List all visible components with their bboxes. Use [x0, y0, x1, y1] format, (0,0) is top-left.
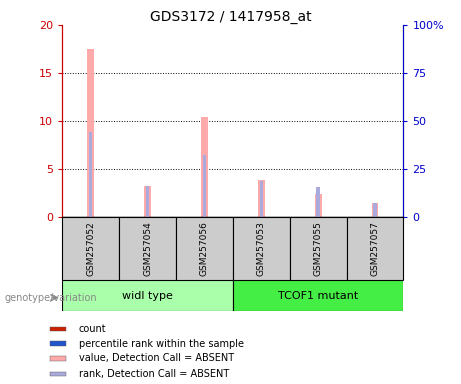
Text: widl type: widl type: [122, 291, 173, 301]
Bar: [62, 217, 119, 280]
Bar: [146, 186, 149, 217]
Bar: [62, 280, 233, 311]
Text: GSM257053: GSM257053: [257, 221, 266, 276]
Bar: [260, 182, 263, 217]
Text: genotype/variation: genotype/variation: [5, 293, 97, 303]
Bar: [233, 280, 403, 311]
Bar: [50, 326, 66, 331]
Bar: [119, 217, 176, 280]
Bar: [50, 372, 66, 376]
Bar: [373, 203, 377, 217]
Bar: [233, 217, 290, 280]
Text: GSM257057: GSM257057: [371, 221, 379, 276]
Text: GSM257056: GSM257056: [200, 221, 209, 276]
Bar: [316, 187, 320, 217]
Bar: [50, 356, 66, 361]
Bar: [87, 49, 94, 217]
Text: GSM257054: GSM257054: [143, 221, 152, 276]
Bar: [144, 186, 151, 217]
Text: GSM257055: GSM257055: [313, 221, 323, 276]
Bar: [290, 217, 347, 280]
Bar: [176, 217, 233, 280]
Bar: [89, 132, 92, 217]
Text: TCOF1 mutant: TCOF1 mutant: [278, 291, 358, 301]
Text: GDS3172 / 1417958_at: GDS3172 / 1417958_at: [150, 10, 311, 23]
Bar: [50, 341, 66, 346]
Text: percentile rank within the sample: percentile rank within the sample: [78, 339, 243, 349]
Bar: [372, 203, 378, 217]
Text: count: count: [78, 324, 106, 334]
Text: GSM257052: GSM257052: [86, 221, 95, 276]
Bar: [347, 217, 403, 280]
Bar: [203, 155, 206, 217]
Text: rank, Detection Call = ABSENT: rank, Detection Call = ABSENT: [78, 369, 229, 379]
Bar: [315, 194, 321, 217]
Bar: [258, 180, 265, 217]
Bar: [201, 117, 208, 217]
Text: value, Detection Call = ABSENT: value, Detection Call = ABSENT: [78, 353, 234, 364]
